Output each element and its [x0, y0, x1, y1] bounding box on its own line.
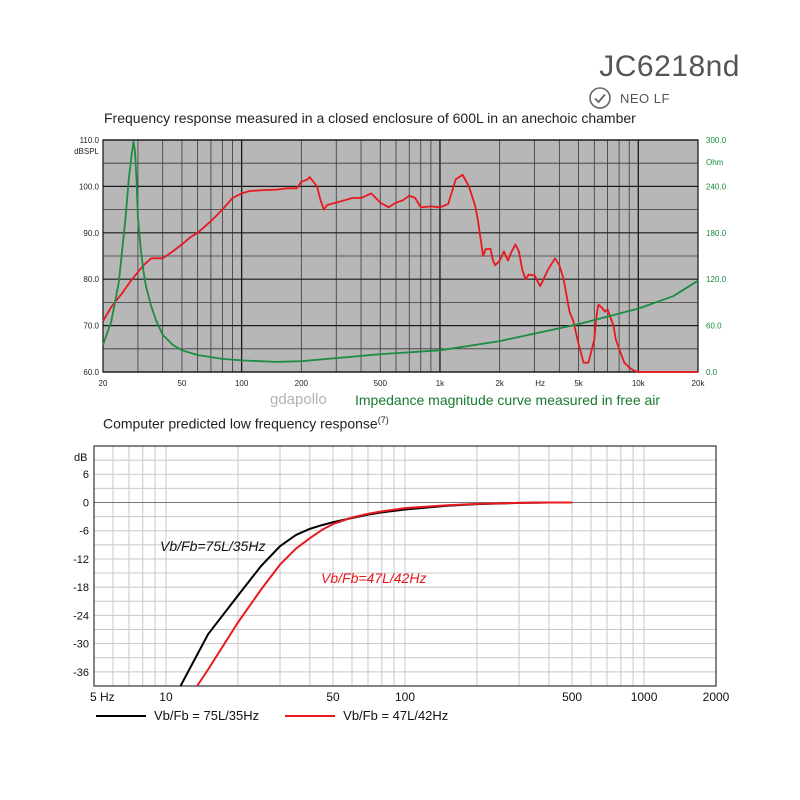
lf-annotation-75l: Vb/Fb=75L/35Hz: [160, 538, 265, 554]
y-right-tick-label: 300.0: [706, 136, 727, 145]
lf-x-tick-label: 100: [395, 690, 415, 704]
x-unit-label: Hz: [535, 379, 545, 388]
y-right-tick-label: 240.0: [706, 182, 727, 191]
lf-y-tick-label: -36: [73, 667, 89, 679]
x-tick-label: 500: [374, 379, 388, 388]
model-title: JC6218nd: [599, 50, 740, 83]
y-right-tick-label: 0.0: [706, 368, 718, 377]
plot-frame: [102, 139, 699, 373]
lf-y-tick-label: -12: [73, 554, 89, 566]
lf-x-tick-label: 5 Hz: [90, 690, 115, 704]
lf-y-tick-label: 0: [83, 497, 89, 509]
lf-x-tick-label: 500: [562, 690, 582, 704]
legend-item-75l: Vb/Fb = 75L/35Hz: [96, 708, 259, 723]
legend-swatch-75l: [96, 714, 146, 717]
y-right-tick-label: 60.0: [706, 322, 722, 331]
low-frequency-title: Computer predicted low frequency respons…: [103, 415, 389, 432]
x-tick-label: 20: [99, 379, 108, 388]
impedance-curve: [102, 140, 699, 363]
spl-curve: [102, 173, 698, 373]
y-left-tick-label: 70.0: [83, 322, 99, 331]
y-left-tick-label: 60.0: [83, 368, 99, 377]
lf-x-tick-label: 1000: [631, 690, 658, 704]
lf-y-tick-label: -18: [73, 582, 89, 594]
y-left-unit-label: dBSPL: [74, 147, 99, 156]
product-badge: NEO LF: [588, 86, 670, 110]
x-tick-label: 2k: [495, 379, 504, 388]
lf-y-tick-label: -24: [73, 610, 89, 622]
legend-swatch-47l: [285, 714, 336, 717]
x-tick-label: 5k: [574, 379, 583, 388]
y-left-tick-label: 90.0: [83, 229, 99, 238]
lf-y-tick-label: 6: [83, 469, 89, 481]
check-circle-icon: [589, 87, 611, 109]
y-left-tick-label: 100.0: [79, 182, 100, 191]
watermark-text: gdapollo: [270, 391, 327, 408]
x-tick-label: 20k: [692, 379, 706, 388]
y-right-tick-label: 120.0: [706, 275, 727, 284]
lf-y-tick-label: -6: [79, 526, 89, 538]
footnote-marker: (7): [377, 415, 389, 425]
x-tick-label: 200: [295, 379, 309, 388]
legend-label-75l: Vb/Fb = 75L/35Hz: [154, 708, 260, 723]
x-tick-label: 50: [177, 379, 186, 388]
lf-x-tick-label: 2000: [703, 690, 730, 704]
lf-x-tick-label: 10: [159, 690, 173, 704]
legend-label-47l: Vb/Fb = 47L/42Hz: [343, 708, 449, 723]
y-left-tick-label: 80.0: [83, 275, 99, 284]
lf-y-tick-label: -30: [73, 639, 89, 651]
y-right-tick-label: 180.0: [706, 229, 727, 238]
x-tick-label: 1k: [436, 379, 445, 388]
x-tick-label: 10k: [632, 379, 646, 388]
lf-x-tick-label: 50: [326, 690, 340, 704]
impedance-note: Impedance magnitude curve measured in fr…: [355, 392, 661, 408]
lf-y-unit-label: dB: [74, 452, 87, 464]
frequency-response-title: Frequency response measured in a closed …: [104, 110, 636, 126]
y-left-tick-label: 110.0: [80, 136, 100, 145]
lf-plot-frame: [93, 445, 717, 687]
lf-curve-47l: [196, 501, 573, 687]
chart-legend: Vb/Fb = 75L/35Hz Vb/Fb = 47L/42Hz: [96, 708, 474, 723]
badge-label: NEO LF: [620, 90, 670, 106]
lf-annotation-47l: Vb/Fb=47L/42Hz: [321, 570, 426, 586]
y-right-unit-label: Ohm: [706, 158, 724, 167]
legend-item-47l: Vb/Fb = 47L/42Hz: [285, 708, 448, 723]
x-tick-label: 100: [235, 379, 249, 388]
